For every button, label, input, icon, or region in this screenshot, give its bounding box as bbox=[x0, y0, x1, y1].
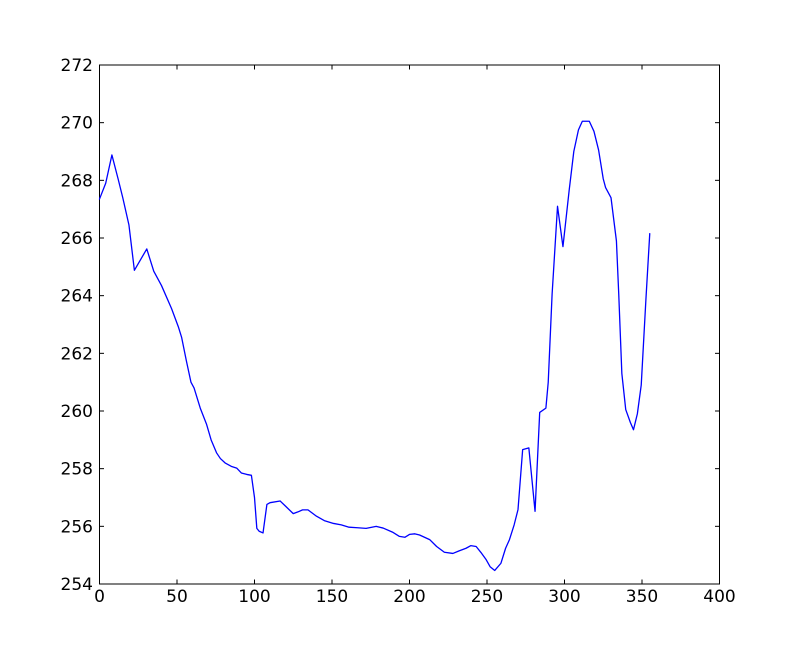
y-tick-label: 256 bbox=[61, 517, 93, 537]
x-tick-label: 100 bbox=[238, 587, 270, 607]
y-tick-label: 266 bbox=[61, 229, 93, 249]
axis-tick-labels: 0 50 100 150 200 250 300 350 400 254 256 258 260 262 2… bbox=[61, 56, 736, 607]
y-tick-label: 254 bbox=[61, 575, 93, 595]
y-tick-label: 270 bbox=[61, 114, 93, 134]
y-tick-label: 262 bbox=[61, 344, 93, 364]
y-tick-label: 260 bbox=[61, 402, 93, 422]
x-tick-label: 150 bbox=[316, 587, 348, 607]
x-tick-label: 200 bbox=[393, 587, 425, 607]
y-tick-label: 264 bbox=[61, 287, 93, 307]
x-tick-label: 300 bbox=[548, 587, 580, 607]
series-line-series-1 bbox=[98, 120, 651, 572]
x-tick-label: 350 bbox=[626, 587, 658, 607]
x-tick-label: 400 bbox=[703, 587, 735, 607]
x-tick-label: 0 bbox=[94, 587, 105, 607]
data-series bbox=[98, 120, 651, 572]
y-tick-label: 258 bbox=[61, 460, 93, 480]
axes-frame bbox=[99, 64, 720, 585]
y-tick-label: 272 bbox=[61, 56, 93, 76]
axis-ticks bbox=[99, 64, 720, 585]
y-tick-label: 268 bbox=[61, 171, 93, 191]
x-tick-label: 50 bbox=[166, 587, 188, 607]
plot-frame bbox=[99, 64, 720, 585]
x-tick-label: 250 bbox=[471, 587, 503, 607]
